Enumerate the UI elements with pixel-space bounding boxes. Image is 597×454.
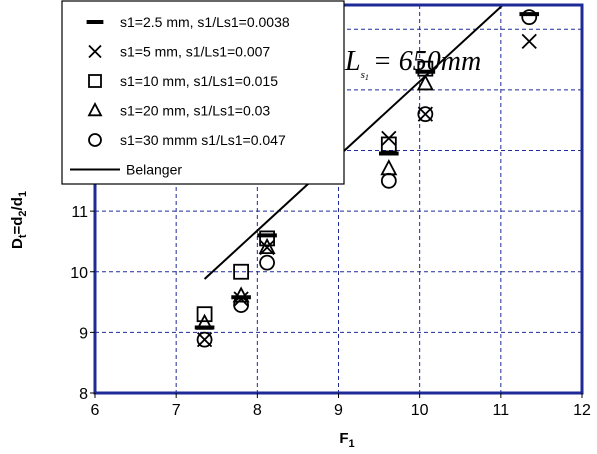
series-line (203, 5, 505, 280)
x-tick-label: 7 (172, 402, 181, 419)
y-axis-title: Dt=d2/d1 (9, 191, 29, 249)
y-tick-label: 9 (79, 325, 88, 342)
legend-box (61, 0, 345, 185)
x-axis-title-main: F (339, 430, 348, 447)
y-axis-title-main: D (9, 238, 26, 249)
data-point-triangle (232, 286, 250, 303)
x-axis-title: F1 (339, 430, 354, 450)
y-tick-label: 10 (70, 265, 88, 282)
x-tick-label: 9 (334, 402, 343, 419)
y-axis-title-div: /d (9, 197, 26, 210)
annotation-text: = 650mm (373, 46, 481, 77)
legend-swatch-x-stroke (88, 44, 102, 59)
data-point-circle (196, 331, 213, 348)
series-circle (196, 9, 538, 348)
data-point-x-stroke (521, 33, 537, 50)
legend-label: s1=30 mmm s1/Ls1=0.047 (120, 132, 286, 148)
x-tick-labels: 6 7 8 9 10 11 12 (91, 402, 591, 419)
series-layer (194, 5, 540, 348)
x-tick-label: 8 (253, 402, 262, 419)
data-point-circle (417, 106, 434, 123)
data-point-triangle (380, 159, 398, 176)
legend-label: s1=20 mm, s1/Ls1=0.03 (120, 103, 270, 119)
data-point-square (380, 136, 397, 153)
legend-label: s1=5 mm, s1/Ls1=0.007 (120, 44, 270, 60)
data-point-circle (233, 297, 250, 313)
series-triangle (196, 5, 538, 330)
x-axis-title-sub: 1 (349, 438, 355, 450)
legend-label: s1=10 mm, s1/Ls1=0.015 (120, 73, 278, 89)
legend-swatch-triangle (87, 101, 103, 117)
data-point-circle (259, 254, 275, 271)
data-point-x-stroke (381, 130, 397, 147)
annotation-sub2: 1 (365, 73, 369, 82)
annotation-sub: s (361, 69, 365, 81)
belanger-line (203, 5, 505, 280)
data-point-square (196, 306, 213, 323)
legend-swatch-x (88, 44, 102, 59)
data-point-triangle (416, 74, 434, 91)
data-point-circle (521, 9, 538, 26)
legend-swatch-circle (88, 133, 102, 147)
y-axis-title-eq-sub: 2 (17, 210, 29, 216)
x-tick-label: 6 (91, 402, 100, 419)
data-point-triangle (196, 313, 214, 330)
data-point-square (259, 230, 275, 247)
y-axis-title-main-sub: t (17, 234, 29, 238)
legend: s1=2.5 mm, s1/Ls1=0.0038 s1=5 mm, s1/Ls1=… (61, 0, 345, 185)
series-square (196, 60, 434, 323)
x-tick-label: 10 (411, 402, 429, 419)
y-tick-label: 8 (79, 386, 88, 403)
annotation-symbol: L (344, 46, 361, 77)
y-axis-title-eq: =d (9, 217, 26, 235)
data-point-square (233, 263, 250, 280)
y-tick-label: 11 (71, 204, 88, 221)
annotation-formula: Ls1 = 650mm (344, 46, 481, 82)
y-axis-title-div-sub: 1 (17, 191, 29, 197)
data-point-x-stroke (233, 291, 249, 307)
x-tick-label: 11 (493, 402, 510, 419)
legend-swatch-square (88, 74, 102, 88)
x-tick-label: 12 (573, 402, 591, 419)
data-point-triangle (258, 237, 276, 255)
data-point-circle (380, 172, 397, 189)
data-point-x-stroke (259, 239, 275, 256)
legend-label: s1=2.5 mm, s1/Ls1=0.0038 (120, 14, 290, 30)
data-point-x (259, 239, 275, 256)
legend-label: Belanger (126, 162, 182, 178)
data-point-x (381, 130, 397, 147)
data-point-x (233, 291, 249, 307)
data-point-x (521, 33, 537, 50)
